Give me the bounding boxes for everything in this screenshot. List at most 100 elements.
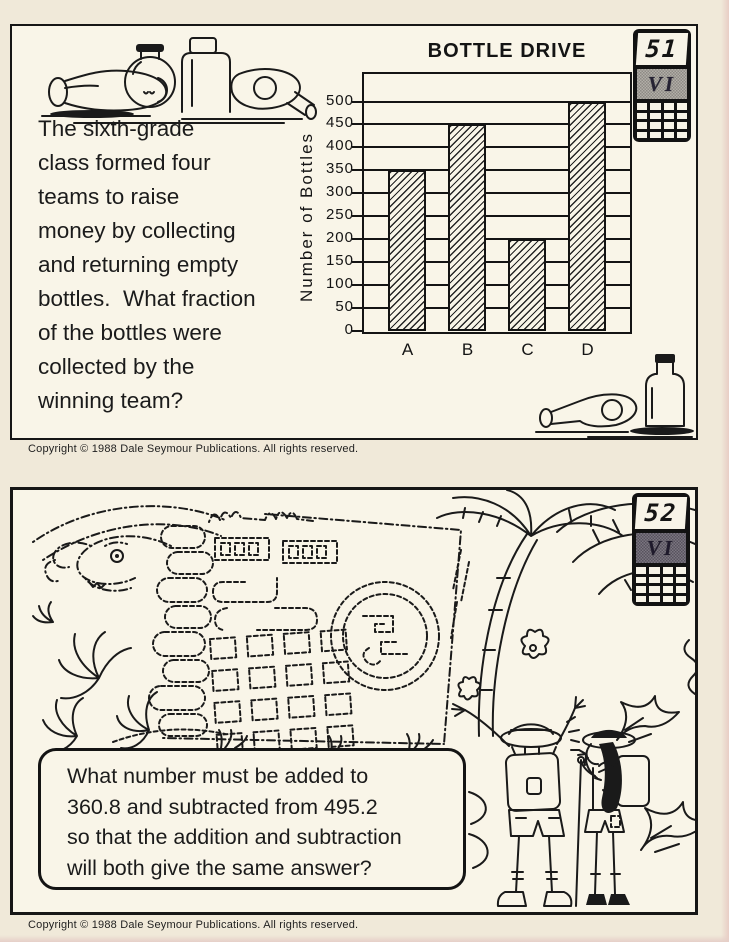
keypad-cell [636,586,647,593]
keypad-cell [676,122,687,129]
keypad-cell [663,131,674,138]
text-line: The sixth-grade [38,116,195,141]
y-tick-mark [352,192,362,195]
grid-line [364,238,630,241]
text-line: collected by the [38,354,195,379]
keypad-cell [637,103,648,110]
grid-line [364,261,630,264]
y-tick-label: 150 [325,252,354,270]
scan-edge [0,935,729,942]
y-tick-label: 400 [325,137,354,155]
y-tick-label: 0 [344,321,354,338]
card-51: The sixth-grade class formed four teams to… [10,24,698,440]
keypad-cell [649,595,660,602]
grid-line [364,100,630,103]
keypad-cell [662,567,673,574]
grid-line [364,215,630,218]
card-52: What number must be added to 360.8 and su… [10,487,698,915]
y-tick-label: 100 [325,275,354,293]
copyright-line: Copyright © 1988 Dale Seymour Publicatio… [28,919,359,931]
bar-B [448,124,486,331]
y-tick-mark [352,100,362,103]
question-text: The sixth-grade class formed four teams to… [38,112,348,418]
y-tick-label: 300 [325,183,354,201]
keypad-cell [662,586,673,593]
keypad-cell [675,567,686,574]
keypad-cell [675,576,686,583]
x-tick-label: D [581,340,594,359]
bar-C [508,239,546,331]
bottles-illustration-small [535,354,694,438]
text-line: class formed four [38,150,211,175]
keypad-cell [662,576,673,583]
y-tick-mark [352,169,362,172]
keypad-grid-icon [637,103,687,138]
x-labels: A B C D [362,340,632,364]
text-line: What number must be added to [67,764,369,788]
x-tick-label: C [521,340,534,359]
text-line: money by collecting [38,218,236,243]
bar-A [388,170,426,331]
keypad-cell [649,576,660,583]
copyright-line: Copyright © 1988 Dale Seymour Publicatio… [28,443,359,455]
keypad-cell [650,112,661,119]
y-tick-label: 250 [325,206,354,224]
y-tick-label: 200 [325,229,354,247]
keypad-cell [676,103,687,110]
y-tick-label: 500 [325,91,354,109]
y-tick-mark [352,215,362,218]
text-line: and returning empty [38,252,239,277]
keypad-cell [636,567,647,574]
keypad-cell [649,586,660,593]
x-tick-label: B [461,340,474,359]
keypad-cell [649,567,660,574]
keypad-grid-icon [636,567,686,602]
bar-D [568,101,606,331]
keypad-cell [636,576,647,583]
keypad-cell [650,131,661,138]
grid-line [364,192,630,195]
keypad-cell [663,103,674,110]
speech-bubble: What number must be added to 360.8 and su… [38,748,466,890]
keypad-cell [663,112,674,119]
text-line: 360.8 and subtracted from 495.2 [67,794,378,819]
keypad-cell [636,595,647,602]
grid-line [364,123,630,126]
keypad-cell [662,595,673,602]
y-tick-mark [352,261,362,264]
speech-text: What number must be added to 360.8 and su… [67,761,449,883]
keypad-cell [676,131,687,138]
text-line: winning team? [38,388,184,413]
card-number-badge: 51 VI [633,29,691,142]
y-axis-label: Number of Bottles [297,131,316,303]
text-line: will both give the same answer? [67,855,372,880]
keypad-cell [637,131,648,138]
x-tick-label: A [401,340,414,359]
chart-title: BOTTLE DRIVE [427,40,587,62]
keypad-cell [675,586,686,593]
y-tick-mark [352,330,362,332]
y-tick-label: 350 [325,160,354,178]
card-number: 51 [635,33,689,65]
keypad-cell [650,122,661,129]
keypad-cell [663,122,674,129]
keypad-cell [637,122,648,129]
level-badge: VI [637,69,687,99]
keypad-cell [637,112,648,119]
grid-line [364,169,630,172]
y-tick-label: 450 [325,114,354,132]
y-tick-mark [352,284,362,287]
text-line: of the bottles were [38,320,222,345]
y-tick-mark [352,238,362,241]
y-tick-label: 50 [335,298,354,316]
card-number-badge: 52 VI [632,493,690,606]
keypad-cell [650,103,661,110]
y-tick-mark [352,146,362,149]
text-line: bottles. What fraction [38,286,256,311]
keypad-cell [675,595,686,602]
scan-edge [721,0,729,942]
plot-area: 0 50 100 150 200 250 300 350 400 450 500 [326,72,632,338]
level-badge: VI [636,533,686,563]
empty-bottles-illustration [41,37,317,124]
keypad-cell [676,112,687,119]
